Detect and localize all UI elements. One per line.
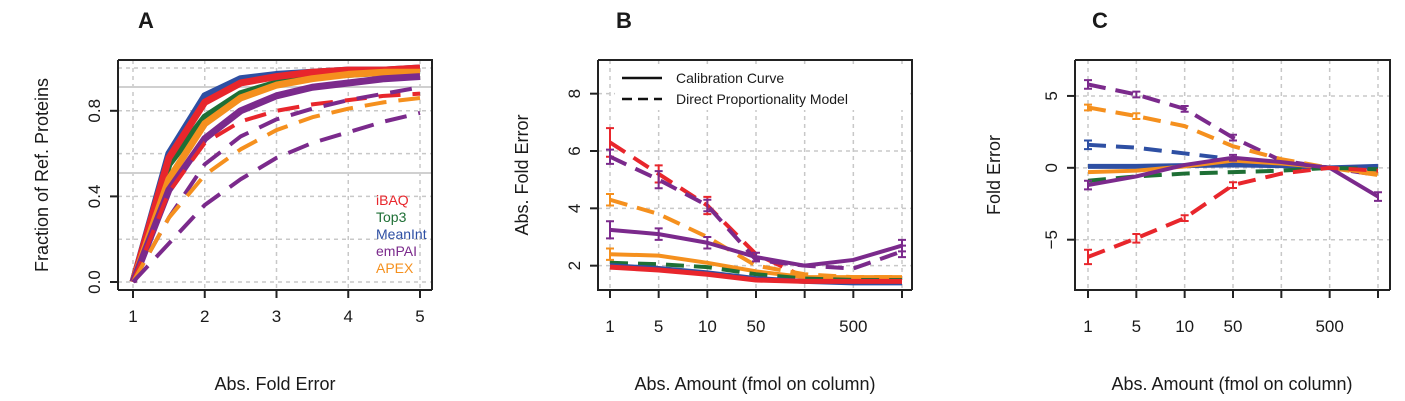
x-tick-label: 1 [1083,317,1092,336]
error-bar-empai [1084,79,1092,90]
series-line-apex-solid [609,252,902,280]
panel-a: A 1 2 3 4 5 0.0 0.4 0.8 Abs. Fold Error Fractio… [32,8,433,394]
error-bar-empai [654,227,663,241]
panel-c-box [1075,59,1391,290]
error-bar-empai [1132,90,1141,99]
panel-a-ticks: 1 2 3 4 5 0.0 0.4 0.8 [85,99,425,326]
x-tick-label: 2 [200,307,209,326]
x-tick-label: 1 [605,317,614,336]
panel-b-ticks: 1 5 10 50 500 2 4 6 8 [565,89,903,336]
panel-c: C 1 5 10 50 500 −5 0 5 Abs. Amount (fmol on col… [984,8,1391,394]
error-bar-empai [752,251,760,263]
legend-calibration-curve: Calibration Curve [676,70,784,86]
panel-c-x-axis-title: Abs. Amount (fmol on column) [1111,374,1352,394]
legend-top3: Top3 [376,209,407,225]
series-line-top3-dashed [609,260,902,282]
x-tick-label: 500 [1315,317,1343,336]
panel-b-y-axis-title: Abs. Fold Error [512,114,532,235]
panel-c-y-axis-title: Fold Error [984,135,1004,215]
y-tick-label: 5 [1042,91,1061,100]
error-bar-empai [1229,153,1237,162]
x-tick-label: 10 [1175,317,1194,336]
x-tick-label: 50 [1224,317,1243,336]
series-line-apex-solid [129,68,420,284]
y-tick-label: −5 [1042,230,1061,249]
error-bar-empai [1374,191,1382,202]
x-tick-label: 500 [839,317,867,336]
legend-meanint: MeanInt [376,226,427,242]
y-tick-label: 0 [1042,163,1061,172]
series-line-top3-dashed [1087,165,1379,183]
error-bar-apex [1132,112,1141,120]
panel-b-axes-frame [597,60,912,291]
legend-direct-proportionality: Direct Proportionality Model [676,91,848,107]
panel-a-box [118,59,433,290]
y-tick-label: 4 [565,204,584,213]
x-tick-label: 50 [747,317,766,336]
x-tick-label: 1 [128,307,137,326]
error-bar-empai [703,198,712,213]
error-bar-empai [703,236,712,250]
y-tick-label: 0.0 [85,270,104,294]
panel-b-series [606,127,906,286]
x-tick-label: 10 [698,317,717,336]
error-bar-empai [898,238,906,253]
y-tick-label: 0.4 [85,185,104,209]
legend-apex: APEX [376,260,414,276]
y-tick-label: 0.8 [85,99,104,123]
panel-b-box [598,59,913,290]
panel-c-ticks: 1 5 10 50 500 −5 0 5 [1042,91,1379,336]
panel-a-legend: iBAQ Top3 MeanInt emPAI APEX [376,192,427,276]
panel-a-series [129,64,421,284]
panel-b-letter: B [616,8,632,33]
error-bar-ibaq [1084,248,1092,266]
panel-a-axes-frame [117,60,432,291]
error-bar-empai [606,148,614,165]
y-tick-label: 6 [565,146,584,155]
error-bar-empai [654,170,663,190]
panel-b-x-axis-title: Abs. Amount (fmol on column) [634,374,875,394]
panel-a-x-axis-title: Abs. Fold Error [214,374,335,394]
panel-a-y-axis-title: Fraction of Ref. Proteins [32,78,52,272]
panel-c-series [1084,79,1382,266]
panel-a-grid [118,60,432,290]
legend-empai: emPAI [376,243,417,259]
x-tick-label: 5 [654,317,663,336]
error-bar-empai [1180,105,1189,113]
x-tick-label: 5 [415,307,424,326]
x-tick-label: 3 [272,307,281,326]
panel-a-letter: A [138,8,154,33]
panel-c-letter: C [1092,8,1108,33]
legend-ibaq: iBAQ [376,192,409,208]
x-tick-label: 4 [344,307,353,326]
series-line-empai-dashed [131,85,421,283]
series-line-ibaq-dashed [131,91,421,283]
error-bar-apex [606,193,614,207]
error-bar-empai [1084,179,1092,191]
error-bar-ibaq [1132,232,1141,244]
error-bar-ibaq [1229,181,1237,189]
error-bar-meanint [1084,139,1092,151]
series-line-apex-dashed [1087,105,1379,177]
series-line-empai-dashed [131,110,421,284]
series-line-ibaq-dashed [1087,165,1379,259]
y-tick-label: 2 [565,261,584,270]
panel-b: B 1 5 10 50 500 2 4 6 8 Abs. Amount (fmol on col… [512,8,913,394]
error-bar-ibaq [1180,214,1189,222]
series-line-ibaq-solid [609,264,902,284]
panel-c-axes-frame [1074,60,1390,291]
panel-b-legend: Calibration Curve Direct Proportionality… [615,66,910,110]
panel-b-legend-bg [615,66,910,110]
error-bar-empai [606,220,614,240]
error-bar-apex [606,247,614,261]
y-tick-label: 8 [565,89,584,98]
series-line-apex-dashed [131,95,421,283]
error-bar-empai [1229,133,1237,142]
x-tick-label: 5 [1132,317,1141,336]
error-bar-apex [1084,103,1092,112]
